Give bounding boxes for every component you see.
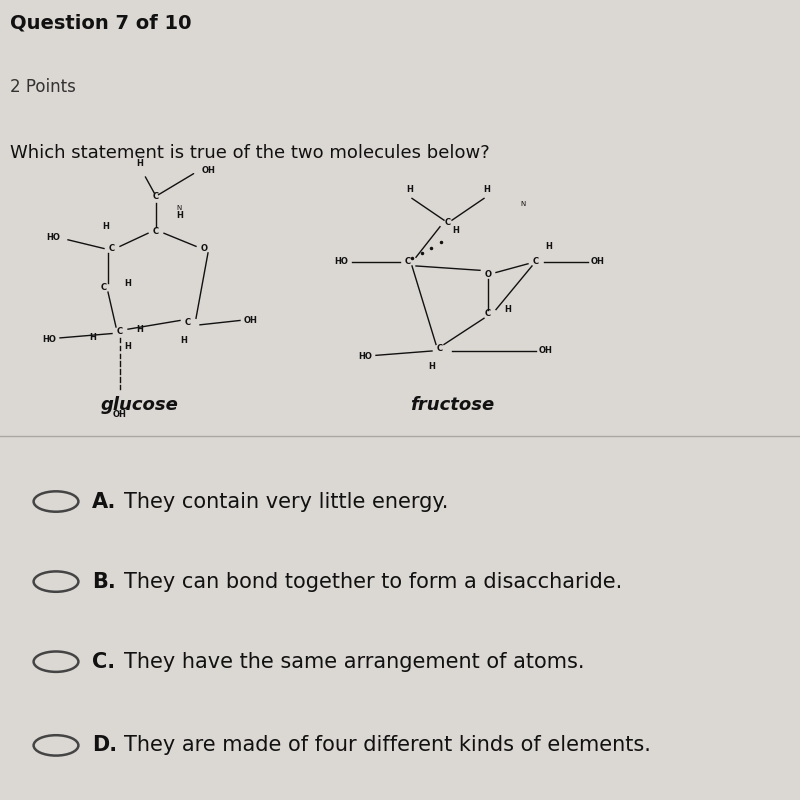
Text: C: C [485,310,491,318]
Text: N: N [176,205,182,211]
Text: OH: OH [113,410,127,419]
Text: C: C [101,283,107,292]
Text: Which statement is true of the two molecules below?: Which statement is true of the two molec… [10,144,490,162]
Text: HO: HO [42,334,56,344]
Text: They contain very little energy.: They contain very little energy. [124,491,448,511]
Text: Question 7 of 10: Question 7 of 10 [10,13,191,32]
Text: C: C [533,257,539,266]
Text: 2 Points: 2 Points [10,78,75,97]
Text: C: C [117,327,123,336]
Text: H: H [406,185,413,194]
Text: glucose: glucose [101,397,179,414]
Text: HO: HO [46,233,60,242]
Text: H: H [504,305,511,314]
Text: They are made of four different kinds of elements.: They are made of four different kinds of… [124,735,651,755]
Text: They can bond together to form a disaccharide.: They can bond together to form a disacch… [124,571,622,592]
Text: D.: D. [92,735,117,755]
Text: HO: HO [358,352,372,361]
Text: N: N [520,201,526,206]
Text: O: O [201,244,207,253]
Text: H: H [429,362,435,371]
Text: fructose: fructose [410,397,494,414]
Text: OH: OH [590,257,604,266]
Text: They have the same arrangement of atoms.: They have the same arrangement of atoms. [124,652,585,672]
Text: H: H [137,159,143,168]
Text: C: C [445,218,451,227]
Text: H: H [124,279,131,288]
Text: H: H [181,336,187,345]
Text: H: H [124,342,131,351]
Text: H: H [176,211,183,220]
Text: H: H [136,325,143,334]
Text: HO: HO [334,257,348,266]
Text: C: C [437,344,443,354]
Text: OH: OH [202,166,215,175]
Text: H: H [89,334,96,342]
Text: C: C [109,244,115,253]
Text: O: O [485,270,491,279]
Text: C: C [153,192,159,201]
Text: H: H [452,226,459,235]
Text: B.: B. [92,571,116,592]
Text: C: C [153,226,159,235]
Text: H: H [102,222,109,231]
Text: C: C [185,318,191,327]
Text: A.: A. [92,491,116,511]
Text: OH: OH [538,346,552,355]
Text: OH: OH [244,316,258,325]
Text: H: H [546,242,553,250]
Text: C: C [405,257,411,266]
Text: H: H [483,185,490,194]
Text: C.: C. [92,652,115,672]
